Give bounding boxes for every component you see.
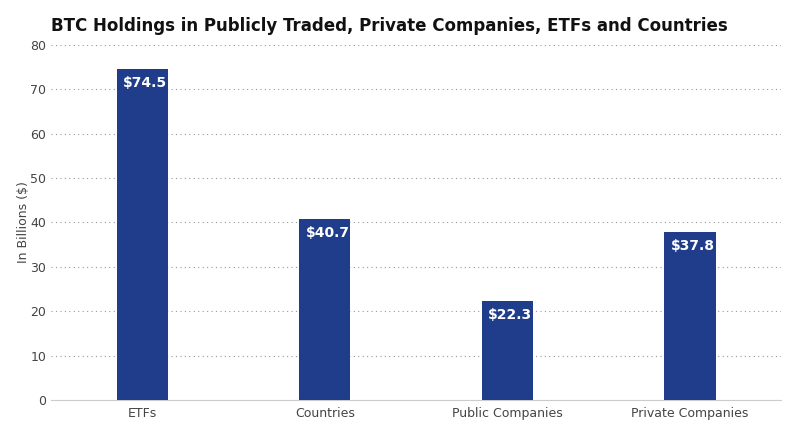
Bar — [117, 69, 168, 400]
Bar — [299, 219, 350, 400]
Y-axis label: In Billions ($): In Billions ($) — [17, 181, 30, 264]
Text: $37.8: $37.8 — [670, 239, 715, 253]
Text: $74.5: $74.5 — [123, 76, 167, 90]
Text: $40.7: $40.7 — [306, 226, 350, 240]
Bar — [665, 232, 716, 400]
Text: $22.3: $22.3 — [488, 308, 532, 322]
Text: BTC Holdings in Publicly Traded, Private Companies, ETFs and Countries: BTC Holdings in Publicly Traded, Private… — [51, 17, 728, 35]
Bar — [482, 301, 533, 400]
